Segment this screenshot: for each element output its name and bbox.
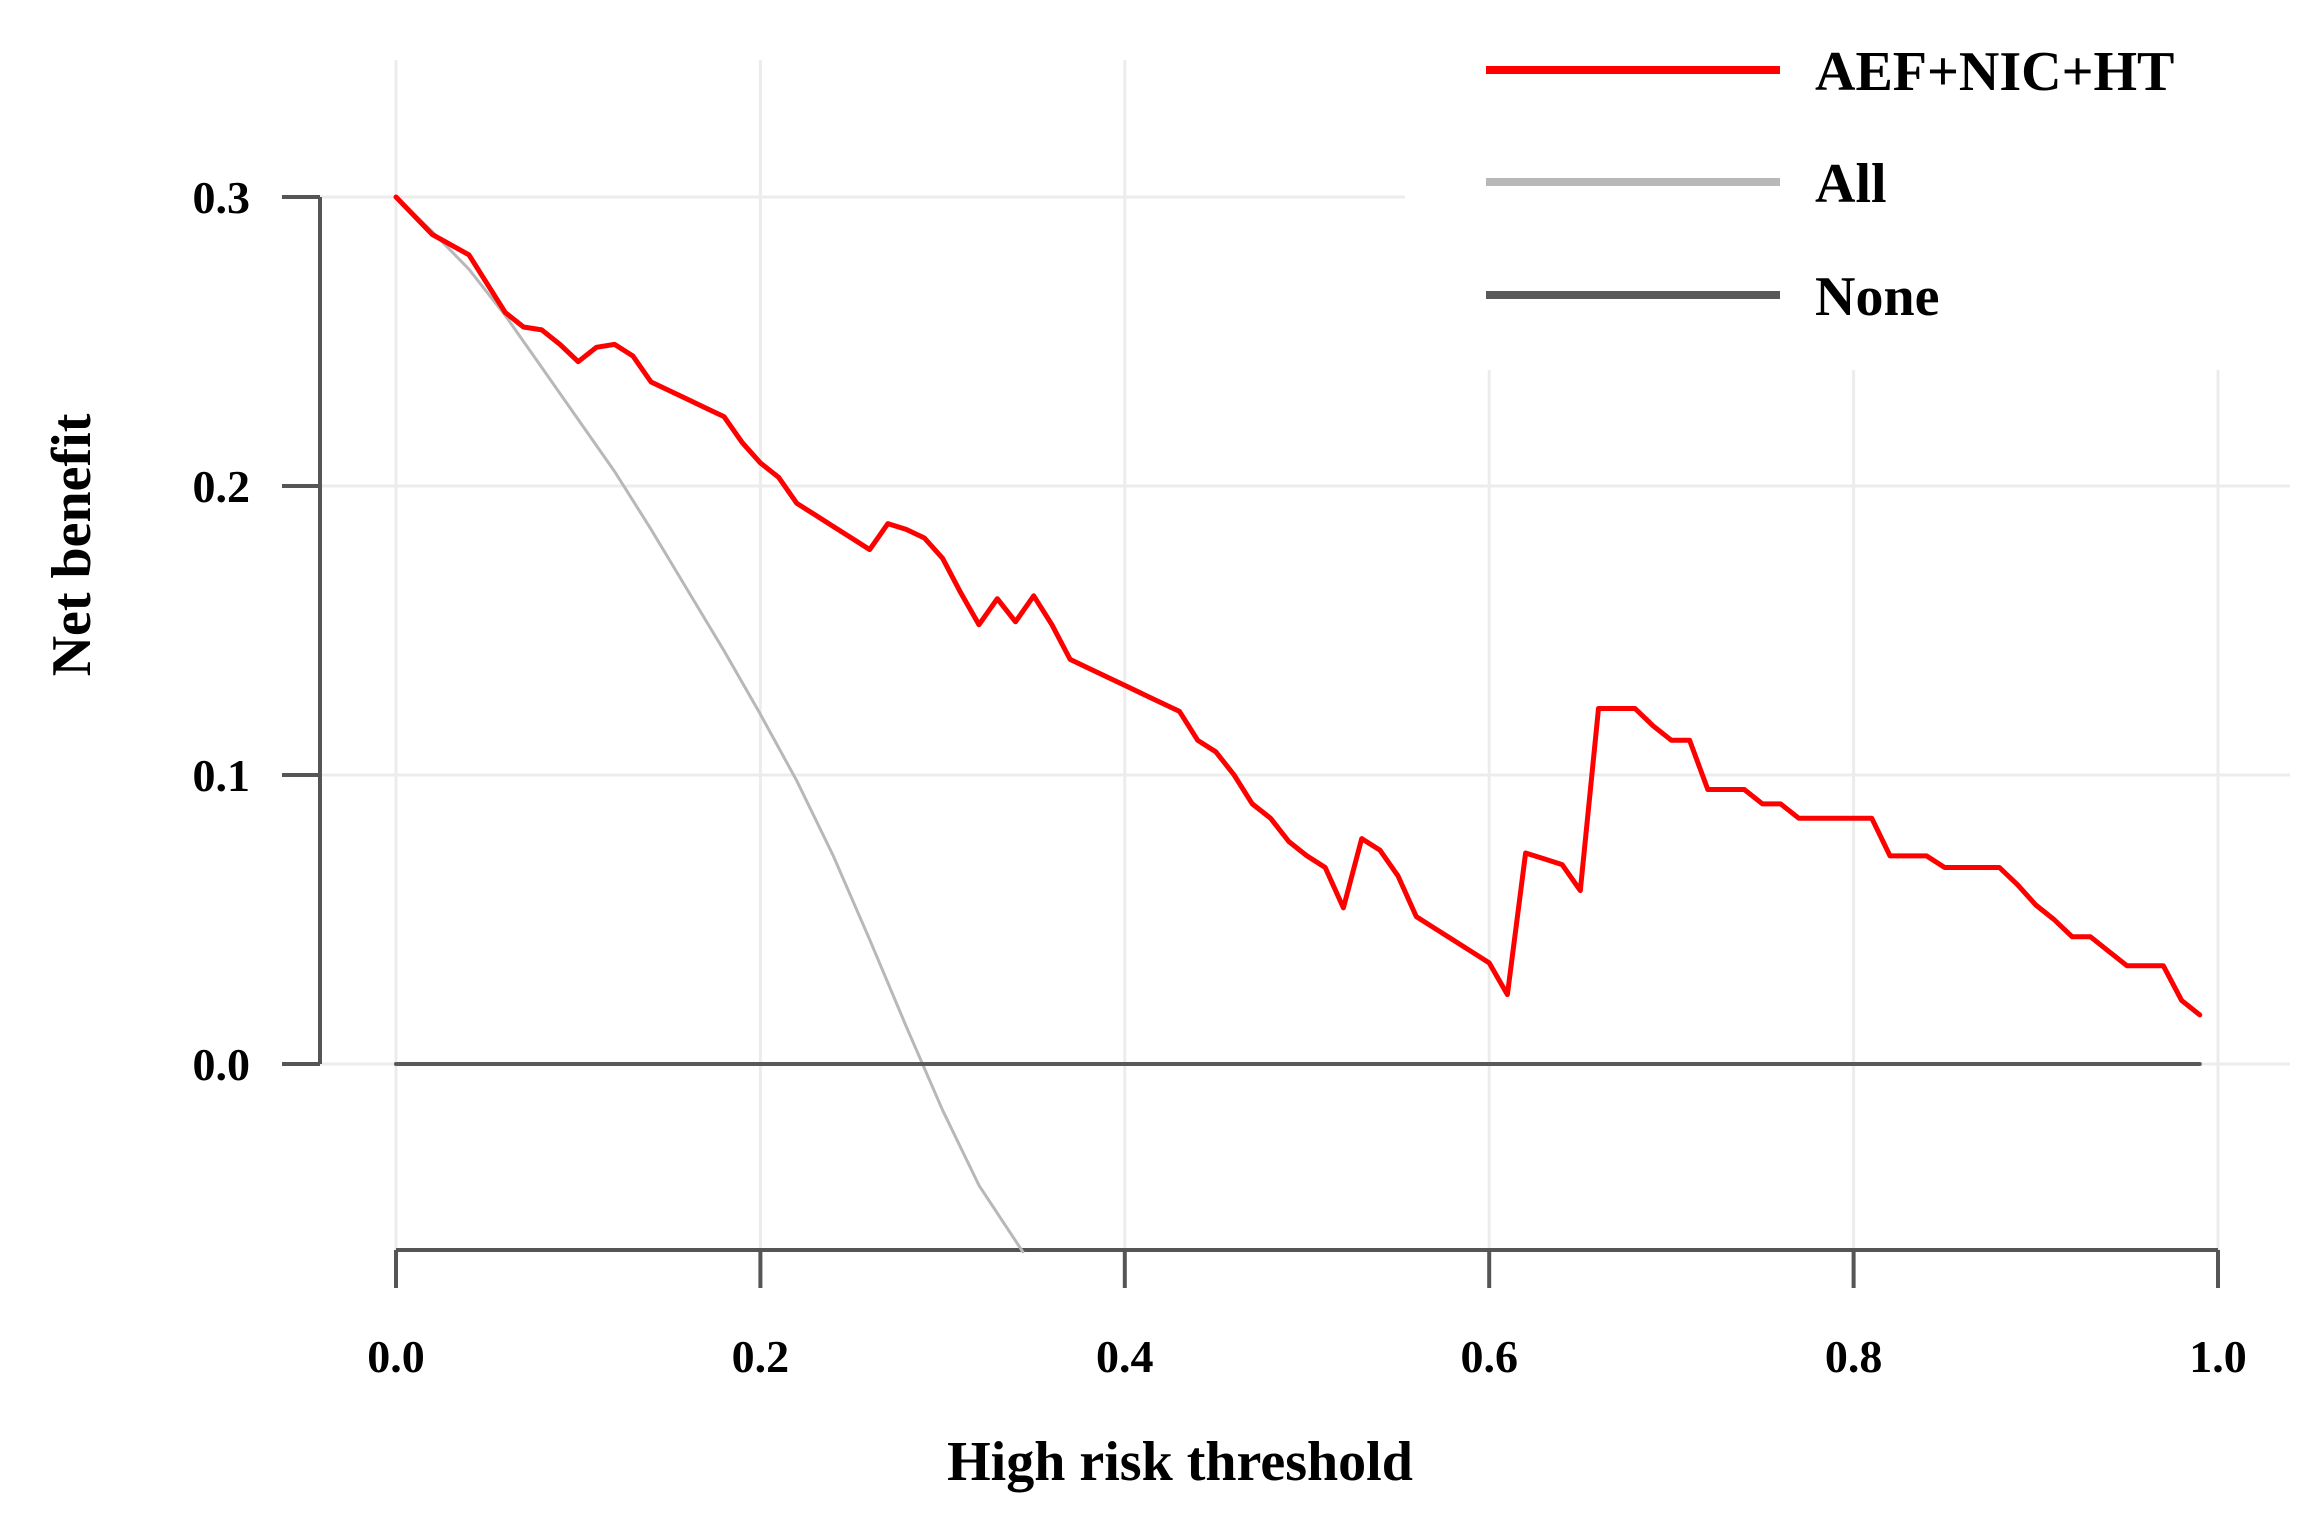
x-tick-label-5: 1.0 [2189,1331,2247,1382]
series-line-1 [394,195,1025,1254]
y-tick-label-2: 0.2 [193,461,251,512]
x-tick-label-4: 0.8 [1825,1331,1883,1382]
y-axis-title: Net benefit [41,413,103,676]
legend-background [1405,40,2318,370]
tick-labels: 0.0 0.1 0.2 0.3 0.0 0.2 0.4 0.6 0.8 1.0 [193,172,2247,1382]
series-lines [393,194,2203,1254]
axes [282,195,2220,1288]
legend: AEF+NIC+HT All None [1486,41,2174,328]
legend-label-1: All [1815,153,1887,215]
y-tick-label-1: 0.1 [193,750,251,801]
x-tick-label-0: 0.0 [367,1331,425,1382]
legend-label-2: None [1815,266,1939,328]
legend-label-0: AEF+NIC+HT [1815,41,2174,103]
x-tick-label-3: 0.6 [1460,1331,1518,1382]
x-tick-label-1: 0.2 [732,1331,790,1382]
x-axis-title: High risk threshold [947,1431,1413,1493]
y-tick-label-0: 0.0 [193,1039,251,1090]
x-tick-label-2: 0.4 [1096,1331,1154,1382]
series-line-0 [393,194,2203,1018]
y-tick-label-3: 0.3 [193,172,251,223]
